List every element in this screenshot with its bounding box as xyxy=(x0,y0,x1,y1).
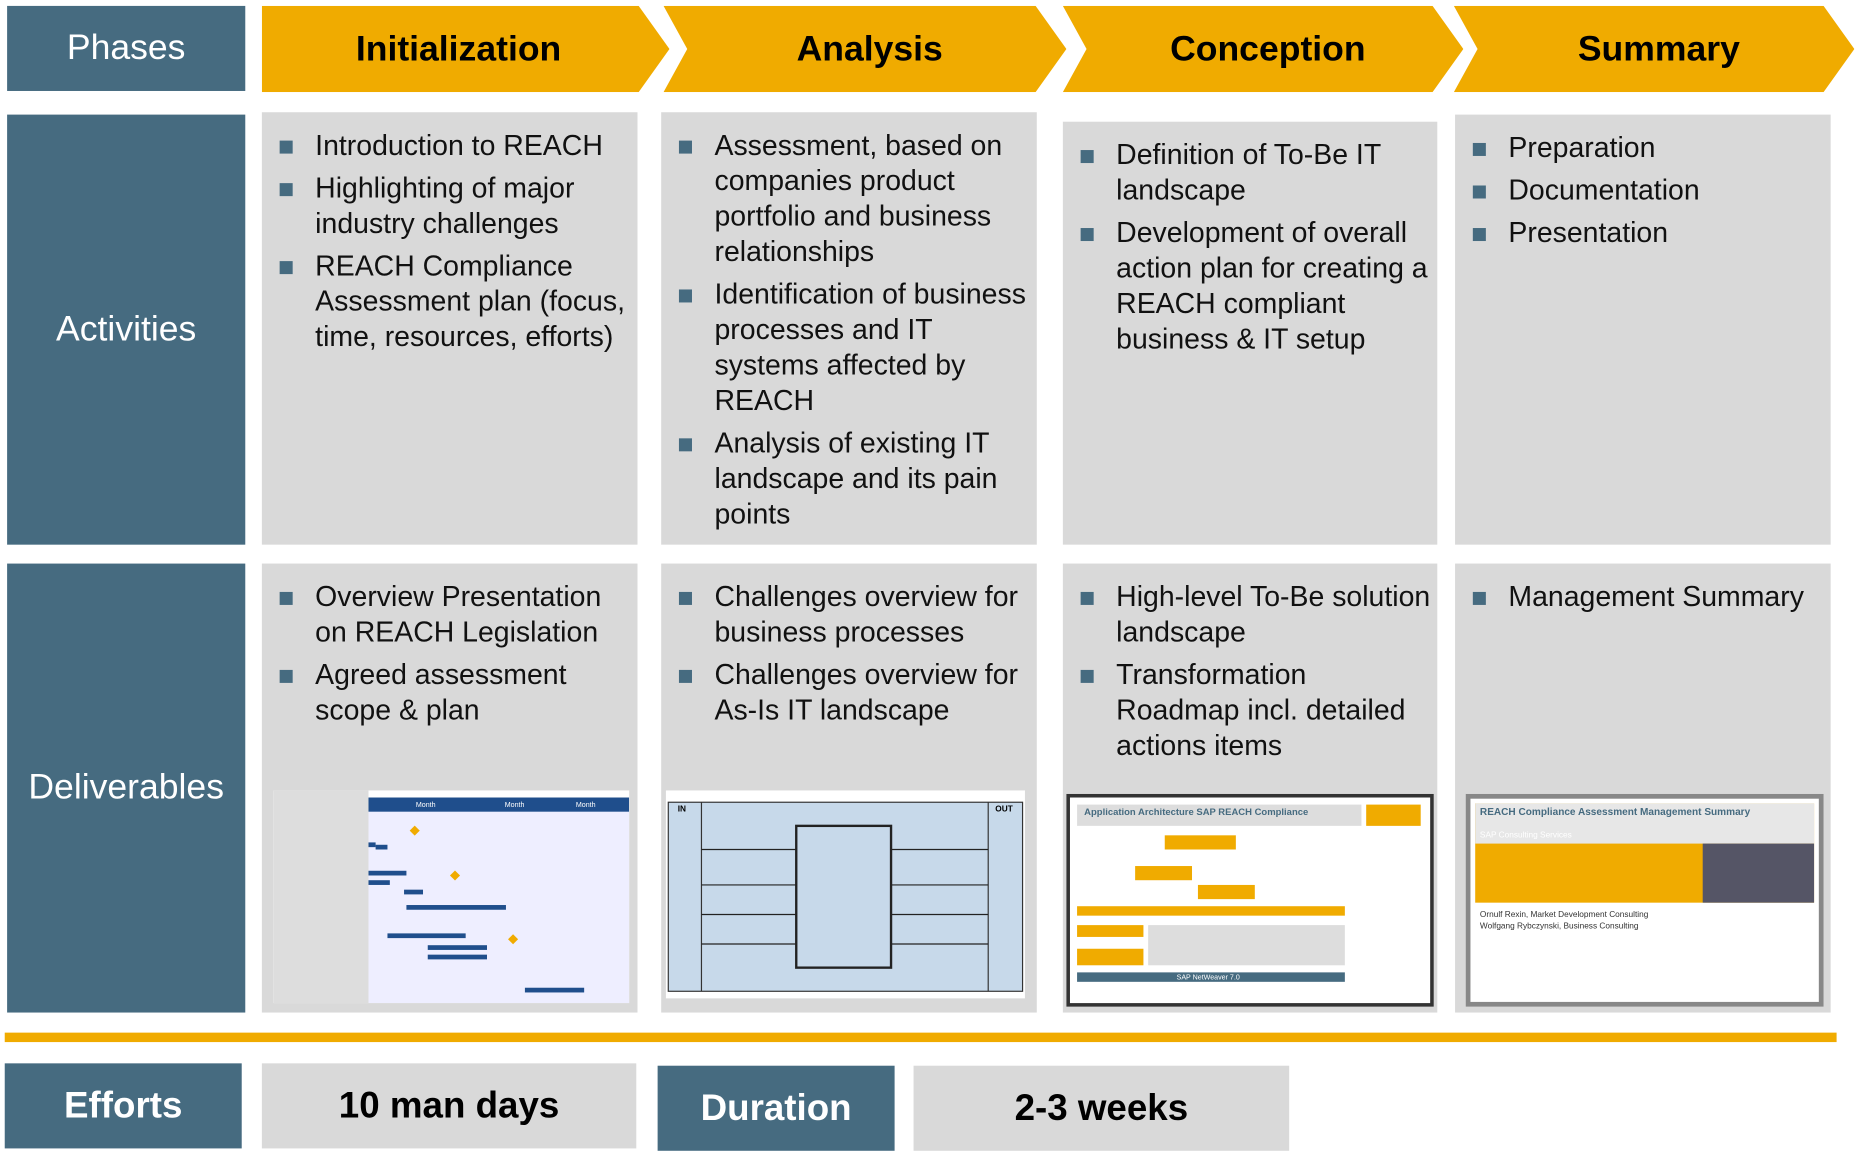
activities-list: Definition of To-Be IT landscape Developm… xyxy=(1063,138,1433,365)
gantt-graphic: Month Month Month xyxy=(273,790,630,1004)
architecture-graphic: Application Architecture SAP REACH Compl… xyxy=(1077,804,1421,982)
process-thumbnail: IN OUT xyxy=(665,790,1025,999)
activities-item: Preparation xyxy=(1455,131,1826,166)
deliverables-list: High-level To-Be solution landscape Trans… xyxy=(1063,580,1433,771)
activities-box: Definition of To-Be IT landscape Developm… xyxy=(1062,121,1438,545)
efforts-value: 10 man days xyxy=(261,1063,637,1149)
process-out: OUT xyxy=(995,805,1012,814)
phase-chevron: Conception xyxy=(1062,5,1464,93)
architecture-caption: SAP NetWeaver 7.0 xyxy=(1177,973,1240,981)
activities-item: REACH Compliance Assessment plan (focus,… xyxy=(262,249,633,355)
activities-box: Introduction to REACH Highlighting of maj… xyxy=(261,112,638,545)
deliverables-item: Overview Presentation on REACH Legislati… xyxy=(262,580,633,651)
deliverables-item: High-level To-Be solution landscape xyxy=(1063,580,1433,651)
process-in: IN xyxy=(678,805,686,814)
gantt-month: Month xyxy=(416,801,436,809)
deliverables-list: Management Summary xyxy=(1455,580,1826,623)
phase-title: Initialization xyxy=(355,28,562,68)
activities-list: Preparation Documentation Presentation xyxy=(1455,131,1826,259)
activities-item: Development of overall action plan for c… xyxy=(1063,216,1433,358)
chevron-shape xyxy=(261,5,670,93)
summary-title-text: REACH Compliance Assessment Management S… xyxy=(1480,807,1751,818)
architecture-title: Application Architecture SAP REACH Compl… xyxy=(1084,807,1308,818)
activities-item: Definition of To-Be IT landscape xyxy=(1063,138,1433,209)
activities-label: Activities xyxy=(7,114,246,545)
activities-item: Analysis of existing IT landscape and it… xyxy=(661,427,1032,533)
phase-title: Conception xyxy=(1170,28,1366,68)
activities-list: Introduction to REACH Highlighting of maj… xyxy=(262,129,633,363)
phase-chevron: Analysis xyxy=(663,5,1067,93)
phase-title: Analysis xyxy=(796,28,943,68)
activities-item: Highlighting of major industry challenge… xyxy=(262,171,633,242)
deliverables-item: Management Summary xyxy=(1455,580,1826,615)
deliverables-item: Challenges overview for As-Is IT landsca… xyxy=(661,658,1032,729)
architecture-thumbnail: Application Architecture SAP REACH Compl… xyxy=(1066,793,1434,1007)
phase-chevron: Summary xyxy=(1453,5,1855,93)
deliverables-list: Challenges overview for business process… xyxy=(661,580,1032,736)
activities-item: Presentation xyxy=(1455,216,1826,251)
activities-item: Documentation xyxy=(1455,174,1826,209)
duration-label: Duration xyxy=(657,1065,895,1151)
summary-thumbnail: REACH Compliance Assessment Management S… xyxy=(1465,793,1824,1007)
activities-box: Assessment, based on companies product p… xyxy=(661,112,1037,545)
chevron-shape xyxy=(1453,5,1855,93)
chevron-shape xyxy=(663,5,1067,93)
gantt-month: Month xyxy=(505,801,525,809)
summary-subtitle: SAP Consulting Services xyxy=(1480,831,1572,840)
summary-graphic: REACH Compliance Assessment Management S… xyxy=(1475,803,1815,931)
phases-label: Phases xyxy=(7,5,246,91)
summary-author: Wolfgang Rybczynski, Business Consulting xyxy=(1480,922,1639,931)
activities-item: Identification of business processes and… xyxy=(661,278,1032,420)
activities-list: Assessment, based on companies product p… xyxy=(661,129,1032,540)
phase-title: Summary xyxy=(1577,28,1740,68)
deliverables-item: Transformation Roadmap incl. detailed ac… xyxy=(1063,658,1433,764)
efforts-label: Efforts xyxy=(4,1063,242,1149)
activities-item: Assessment, based on companies product p… xyxy=(661,129,1032,271)
summary-title: REACH Compliance Assessment Management S… xyxy=(1480,807,1751,818)
chevron-shape xyxy=(1062,5,1464,93)
divider xyxy=(4,1032,1837,1043)
deliverables-item: Agreed assessment scope & plan xyxy=(262,658,633,729)
deliverables-item: Challenges overview for business process… xyxy=(661,580,1032,651)
deliverables-list: Overview Presentation on REACH Legislati… xyxy=(262,580,633,736)
gantt-thumbnail: Month Month Month xyxy=(273,790,630,1004)
duration-value: 2-3 weeks xyxy=(913,1065,1290,1151)
process-graphic: IN OUT xyxy=(667,801,1024,992)
deliverables-label: Deliverables xyxy=(7,563,246,1013)
summary-author: Ornulf Rexin, Market Development Consult… xyxy=(1480,910,1649,919)
activities-box: Preparation Documentation Presentation xyxy=(1455,114,1831,545)
activities-item: Introduction to REACH xyxy=(262,129,633,164)
gantt-month: Month xyxy=(576,801,596,809)
phase-chevron: Initialization xyxy=(261,5,670,93)
